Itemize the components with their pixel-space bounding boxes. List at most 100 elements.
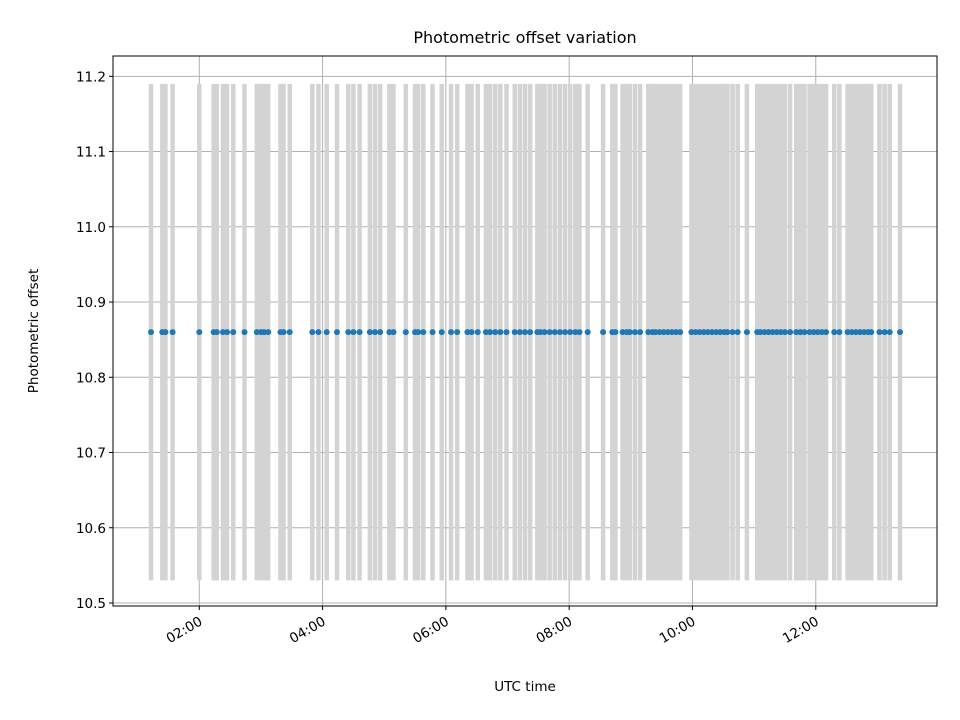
data-point [645,329,652,336]
x-axis: 02:00 04:00 06:00 08:00 10:00 12:00 [164,606,822,647]
data-point [761,329,768,336]
data-point [315,329,322,336]
data-point [810,329,817,336]
data-point [897,329,904,336]
data-point [402,329,409,336]
data-point [429,329,436,336]
data-point [652,329,659,336]
x-tick-label: 04:00 [287,614,329,647]
y-axis: 10.5 10.6 10.7 10.8 10.9 11.0 11.1 11.2 [76,69,113,612]
data-point [688,329,695,336]
data-point [438,329,445,336]
data-point [677,329,684,336]
y-tick-label: 10.5 [76,596,106,612]
data-point [823,329,830,336]
y-tick-label: 11.1 [76,145,106,161]
data-point [415,329,422,336]
data-point [309,329,316,336]
y-tick-label: 11.2 [76,69,106,85]
data-point [148,329,155,336]
data-point [724,329,731,336]
data-point [797,329,804,336]
data-point [448,329,455,336]
data-point [600,329,607,336]
data-point [162,329,169,336]
data-point [793,329,800,336]
data-point [769,329,776,336]
data-point [213,329,220,336]
data-point [516,329,523,336]
data-point [219,329,226,336]
data-point [253,329,260,336]
data-point [390,329,397,336]
y-tick-label: 10.9 [76,295,106,311]
data-point [668,329,675,336]
data-point [556,329,563,336]
data-point [848,329,855,336]
data-point [836,329,843,336]
data-point [280,329,287,336]
data-point [366,329,373,336]
data-point [224,329,231,336]
data-point [241,329,248,336]
data-point [230,329,237,336]
data-point [562,329,569,336]
data-point [503,329,510,336]
data-point [814,329,821,336]
data-point [567,329,574,336]
data-point [729,329,736,336]
y-tick-label: 10.8 [76,370,106,386]
data-point [546,329,553,336]
x-axis-label: UTC time [494,679,556,695]
data-point [612,329,619,336]
data-point [286,329,293,336]
data-point [631,329,638,336]
data-point [664,329,671,336]
data-point [868,329,875,336]
data-point [673,329,680,336]
data-point [464,329,471,336]
data-point [541,329,548,336]
data-point [696,329,703,336]
data-point [886,329,893,336]
data-point [345,329,352,336]
data-point [527,329,534,336]
data-point [781,329,788,336]
x-tick-label: 02:00 [164,614,206,647]
data-point [537,329,544,336]
data-point [386,329,393,336]
data-point [765,329,772,336]
data-point [708,329,715,336]
data-point [692,329,699,336]
data-point [626,329,633,336]
data-point [852,329,859,336]
data-point [734,329,741,336]
data-point [482,329,489,336]
data-point [801,329,808,336]
data-point [454,329,461,336]
y-axis-label: Photometric offset [26,269,42,393]
data-point [522,329,528,336]
data-point [169,329,176,336]
data-point [356,329,363,336]
data-point [861,329,868,336]
data-point [743,329,750,336]
data-point [773,329,780,336]
data-point [584,329,591,336]
data-point [700,329,707,336]
data-point [777,329,784,336]
x-tick-label: 08:00 [533,614,575,647]
data-point [806,329,813,336]
data-point [492,329,499,336]
data-point [576,329,583,336]
data-point [333,329,340,336]
data-point [196,329,203,336]
data-point [261,329,268,336]
data-point [468,329,475,336]
data-point [757,329,764,336]
data-point [474,329,481,336]
chart-title: Photometric offset variation [413,28,636,47]
x-tick-label: 06:00 [410,614,452,647]
data-point [637,329,644,336]
